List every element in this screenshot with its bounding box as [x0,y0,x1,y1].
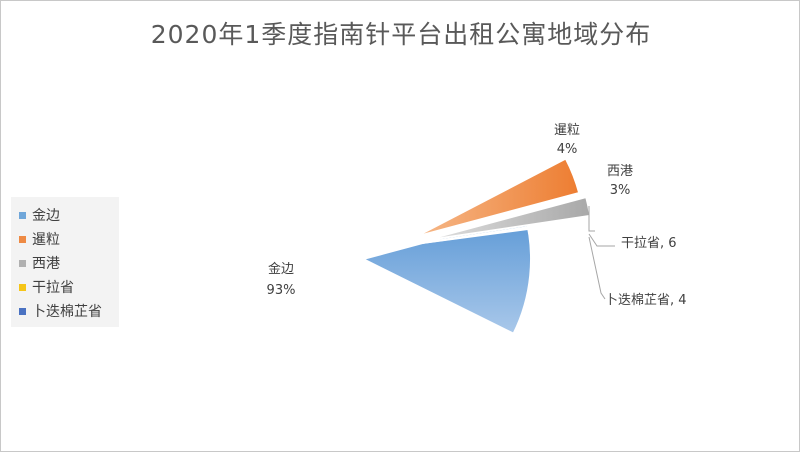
data-label-2-1: 3% [610,183,631,198]
pie-slice-4 [421,218,592,244]
leader-line-2 [588,236,606,300]
leader-line-1 [588,233,615,247]
pie-slice-2 [421,195,592,242]
data-label-0-1: 93% [267,283,296,298]
legend-swatch-3 [19,283,26,291]
data-label-1-1: 4% [557,142,578,157]
pie-slice-0 [360,214,532,336]
legend-swatch-4 [19,307,26,315]
legend-item-4: 卜迭棉芷省 [19,301,102,321]
legend-swatch-0 [19,211,26,219]
leader-line-0 [588,206,595,232]
legend-item-3: 干拉省 [19,277,74,297]
legend-label-1: 暹粒 [32,232,60,248]
legend-label-4: 卜迭棉芷省 [32,304,102,320]
legend-item-1: 暹粒 [19,229,60,249]
data-label-3-0: 干拉省, 6 [621,236,677,251]
data-label-1-0: 暹粒 [554,123,580,138]
legend-label-3: 干拉省 [32,280,74,296]
data-label-0-0: 金边 [268,261,294,277]
legend-item-2: 西港 [19,253,60,273]
legend-label-2: 西港 [32,256,60,272]
legend-swatch-1 [19,235,26,243]
legend-swatch-2 [19,259,26,267]
chart-title: 2020年1季度指南针平台出租公寓地域分布 [150,20,652,49]
legend: 金边暹粒西港干拉省卜迭棉芷省 [11,197,119,327]
data-label-4-0: 卜迭棉芷省, 4 [605,292,687,308]
legend-item-0: 金边 [19,205,60,225]
legend-label-0: 金边 [32,208,60,224]
data-label-2-0: 西港 [607,164,633,179]
pie-slice-1 [414,157,581,238]
